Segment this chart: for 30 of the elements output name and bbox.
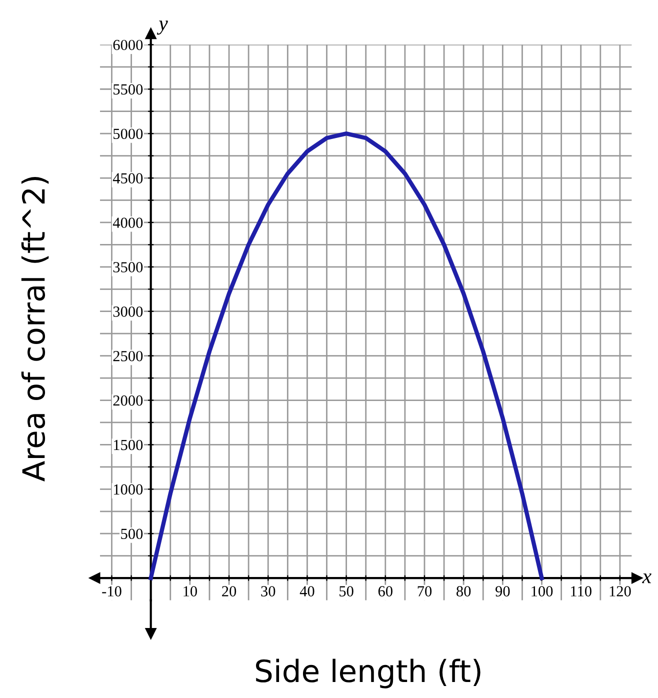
- y-tick-label: 2000: [113, 395, 143, 406]
- text: x: [642, 574, 652, 584]
- x-tick-label: 100: [532, 586, 553, 596]
- y-tick-label: 5500: [114, 84, 143, 95]
- y-tick-label: 2500: [113, 350, 143, 362]
- line-series: [148, 131, 544, 580]
- x-tick-label: 110: [571, 586, 592, 596]
- x-axis-title: Side length (ft): [256, 658, 480, 688]
- y-tick-label: 3500: [113, 262, 143, 272]
- y-tick-label: 1500: [114, 440, 143, 450]
- y-tick-label: 4500: [112, 173, 143, 184]
- y-tick-label: 6000: [113, 40, 143, 50]
- y-axis-title: Area of corral (ft^2): [21, 177, 49, 482]
- y-tick-label: 4000: [112, 218, 143, 228]
- x-tick-label: 20: [222, 586, 236, 596]
- x-tick-label: 60: [378, 586, 392, 596]
- text: y: [156, 20, 168, 35]
- x-tick-label: 10: [184, 586, 197, 596]
- y-tick-label: 5000: [114, 128, 143, 140]
- y-tick-label: 500: [121, 528, 143, 540]
- y-tick-label: 3000: [113, 306, 143, 317]
- x-tick-label: 30: [261, 586, 276, 596]
- x-tick-label: 120: [610, 586, 631, 596]
- x-tick-label: 80: [456, 586, 471, 596]
- x-tick-label: 70: [418, 586, 432, 596]
- x-tick-label: 50: [340, 586, 354, 596]
- x-tick-label: 90: [496, 586, 510, 596]
- y-tick-label: 1000: [114, 484, 143, 495]
- x-tick-label: 40: [300, 586, 314, 596]
- x-tick-label: -10: [102, 586, 122, 596]
